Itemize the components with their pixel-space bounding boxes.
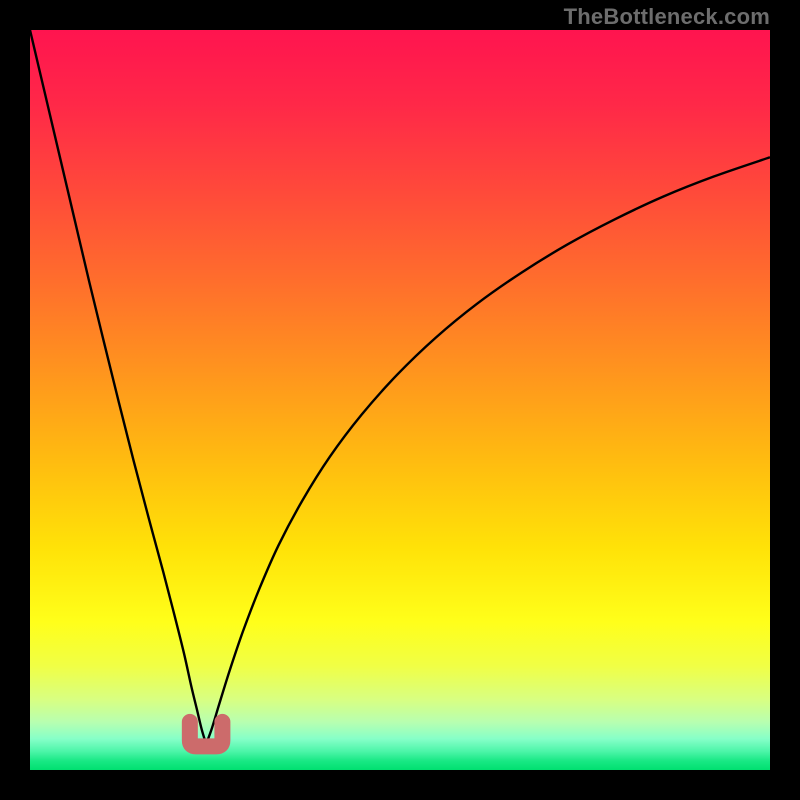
plot-area <box>30 30 770 770</box>
watermark-label: TheBottleneck.com <box>564 4 770 30</box>
bottleneck-chart-svg <box>30 30 770 770</box>
gradient-background <box>30 30 770 770</box>
